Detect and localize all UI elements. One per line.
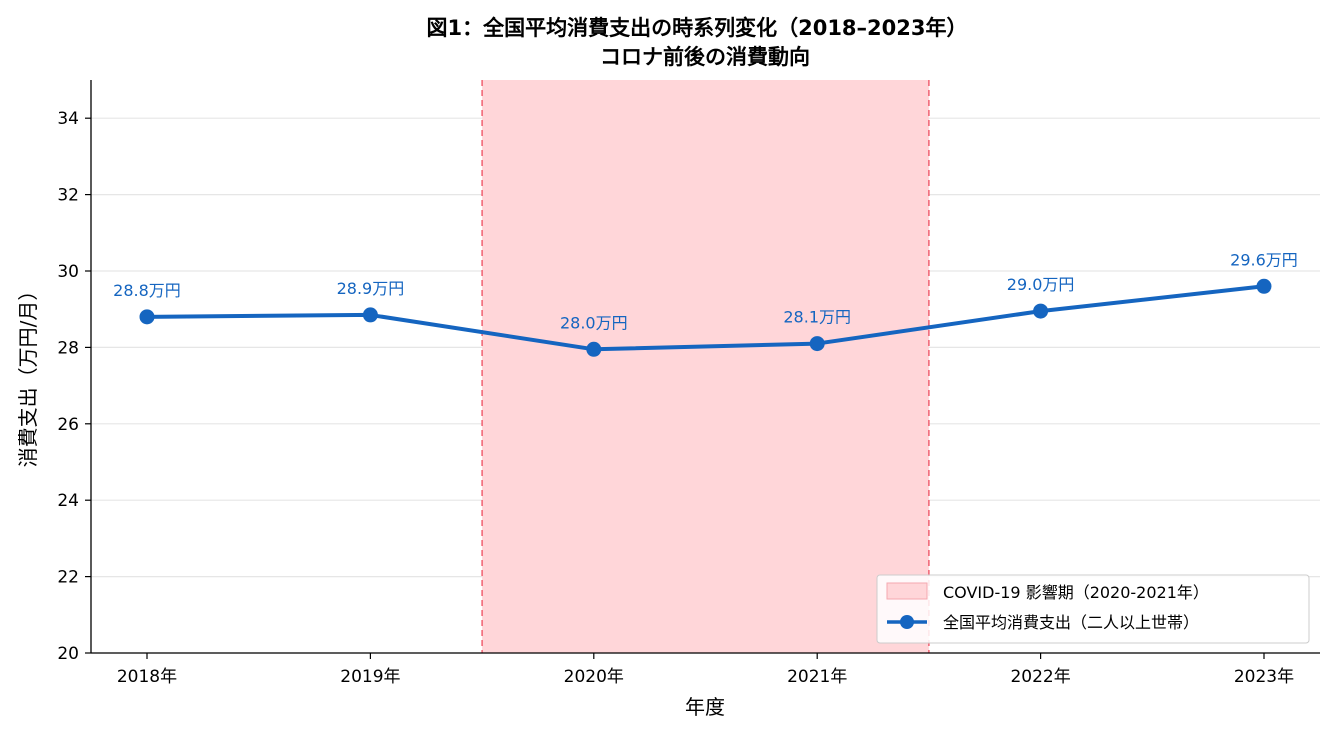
y-tick-label-24: 24 bbox=[57, 491, 79, 511]
y-axis-label: 消費支出（万円/月） bbox=[16, 281, 40, 468]
legend-shade-label: COVID-19 影響期（2020-2021年） bbox=[943, 583, 1209, 602]
covid-shaded-region bbox=[481, 80, 930, 653]
legend-series-marker bbox=[900, 615, 914, 629]
data-label-2: 28.0万円 bbox=[560, 313, 628, 332]
y-tick-label-30: 30 bbox=[57, 262, 79, 282]
legend: COVID-19 影響期（2020-2021年） 全国平均消費支出（二人以上世帯… bbox=[876, 574, 1310, 644]
y-tick-label-20: 20 bbox=[57, 644, 79, 664]
legend-box bbox=[876, 574, 1310, 644]
data-labels: 28.8万円 28.9万円 28.0万円 28.1万円 29.0万円 29.6万円 bbox=[113, 250, 1298, 332]
data-point-5 bbox=[1256, 278, 1272, 294]
data-point-2 bbox=[586, 341, 602, 357]
data-label-1: 28.9万円 bbox=[337, 279, 405, 298]
covid-shade-rect bbox=[482, 80, 929, 653]
data-label-4: 29.0万円 bbox=[1007, 275, 1075, 294]
y-tick-label-26: 26 bbox=[57, 415, 79, 435]
y-tick-label-28: 28 bbox=[57, 338, 79, 358]
chart-title-line1: 図1：全国平均消費支出の時系列変化（2018–2023年） bbox=[426, 16, 967, 40]
x-tick-label-5: 2023年 bbox=[1234, 667, 1294, 687]
data-point-4 bbox=[1033, 303, 1049, 319]
legend-series-label: 全国平均消費支出（二人以上世帯） bbox=[943, 613, 1199, 632]
x-axis-label: 年度 bbox=[685, 695, 725, 719]
y-tick-label-34: 34 bbox=[57, 109, 79, 129]
x-tick-label-4: 2022年 bbox=[1010, 667, 1070, 687]
data-label-0: 28.8万円 bbox=[113, 281, 181, 300]
axes bbox=[90, 80, 1320, 654]
x-axis-ticks: 2018年 2019年 2020年 2021年 2022年 2023年 bbox=[117, 653, 1294, 687]
series-layer bbox=[139, 278, 1272, 357]
y-tick-label-32: 32 bbox=[57, 186, 79, 206]
x-tick-label-2: 2020年 bbox=[564, 667, 624, 687]
x-tick-label-0: 2018年 bbox=[117, 667, 177, 687]
x-tick-label-1: 2019年 bbox=[340, 667, 400, 687]
data-label-3: 28.1万円 bbox=[783, 308, 851, 327]
data-point-1 bbox=[362, 307, 378, 323]
data-label-5: 29.6万円 bbox=[1230, 250, 1298, 269]
y-tick-label-22: 22 bbox=[57, 568, 79, 588]
x-tick-label-3: 2021年 bbox=[787, 667, 847, 687]
data-point-3 bbox=[809, 336, 825, 352]
y-axis-ticks: 20 22 24 26 28 30 32 34 bbox=[57, 109, 91, 664]
data-point-0 bbox=[139, 309, 155, 325]
legend-shade-swatch bbox=[886, 582, 928, 600]
series-line-0 bbox=[145, 284, 1266, 352]
chart-title-line2: コロナ前後の消費動向 bbox=[600, 45, 810, 69]
